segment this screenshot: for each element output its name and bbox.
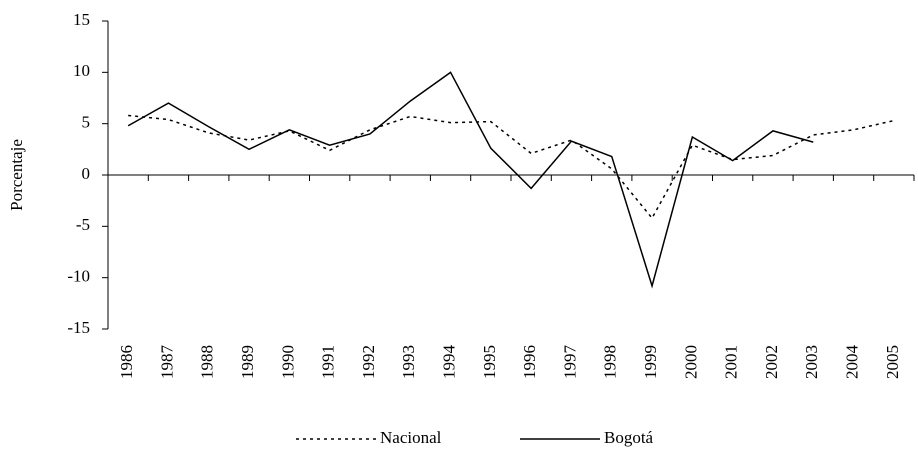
x-tick-label: 1987 (157, 345, 176, 380)
series-line (128, 114, 895, 220)
x-tick-label: 2000 (681, 345, 700, 379)
x-tick-label: 1995 (480, 345, 499, 379)
x-tick-label: 1996 (520, 345, 539, 379)
x-tick-label: 1986 (117, 345, 136, 379)
legend-label: Bogotá (604, 428, 654, 447)
x-tick-label: 1998 (601, 345, 620, 379)
x-tick-label: 2002 (762, 345, 781, 379)
x-tick-label: 1990 (278, 345, 297, 379)
series-line (127, 71, 814, 289)
x-tick-label: 2005 (883, 345, 902, 379)
x-tick-label: 1997 (560, 345, 579, 380)
x-tick-label: 1994 (439, 345, 458, 380)
y-tick-label: 5 (82, 113, 91, 132)
y-tick-label: -15 (67, 318, 90, 337)
x-tick-label: 1993 (399, 345, 418, 379)
x-tick-label: 2001 (722, 345, 741, 379)
x-tick-label: 2004 (842, 345, 861, 380)
legend-label: Nacional (380, 428, 442, 447)
x-tick-label: 2003 (802, 345, 821, 379)
y-tick-label: 0 (82, 164, 91, 183)
x-tick-label: 1988 (198, 345, 217, 379)
y-axis-label: Porcentaje (7, 139, 26, 211)
y-tick-label: 15 (73, 10, 90, 29)
y-tick-label: 10 (73, 61, 90, 80)
y-tick-label: -5 (76, 215, 90, 234)
x-tick-label: 1989 (238, 345, 257, 379)
x-tick-label: 1992 (359, 345, 378, 379)
x-tick-label: 1991 (319, 345, 338, 379)
x-tick-label: 1999 (641, 345, 660, 379)
y-tick-label: -10 (67, 267, 90, 286)
